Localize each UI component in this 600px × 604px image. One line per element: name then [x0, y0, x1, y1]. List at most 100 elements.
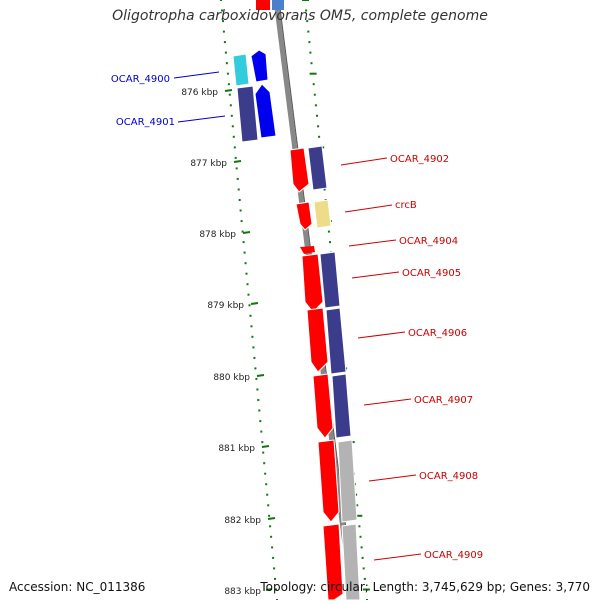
- leader-ocar-4906: [357, 331, 406, 339]
- gene-ocar-4901[interactable]: [236, 83, 277, 143]
- gene-ocar-4906[interactable]: [306, 307, 347, 375]
- gc-skew-dot: [245, 272, 248, 275]
- gc-skew-dot: [327, 230, 330, 233]
- gc-skew-dot: [318, 135, 321, 138]
- gene-crcb-red[interactable]: [295, 201, 313, 231]
- gc-skew-dot: [229, 104, 232, 107]
- gc-skew-dot: [312, 83, 315, 86]
- label-crcb[interactable]: crcB: [395, 200, 417, 211]
- label-ocar-4905[interactable]: OCAR_4905: [402, 268, 461, 279]
- gene-ocar-4905-navy[interactable]: [319, 251, 341, 309]
- gc-skew-dot: [266, 493, 269, 496]
- gene-crcb[interactable]: [295, 199, 332, 231]
- gc-skew-dot: [323, 188, 326, 191]
- label-ocar-4902[interactable]: OCAR_4902: [390, 154, 449, 165]
- gene-ocar-4909-red[interactable]: [322, 523, 344, 601]
- gc-skew-dot: [239, 209, 242, 212]
- leader-ocar-4900: [173, 71, 220, 79]
- gene-ocar-4908[interactable]: [317, 439, 358, 523]
- gene-ocar-4906-red[interactable]: [306, 307, 329, 373]
- gc-skew-dot: [230, 114, 233, 117]
- gene-ocar-4900-blue[interactable]: [250, 49, 269, 83]
- gc-skew-dot: [220, 0, 222, 1]
- gc-skew-dot: [307, 30, 310, 33]
- gene-ocar-4904-red[interactable]: [300, 246, 315, 254]
- kbp-tick-mark: [224, 89, 233, 92]
- gene-ocar-4900[interactable]: [232, 49, 269, 87]
- gene-ocar-4905[interactable]: [301, 251, 341, 313]
- gc-skew-dot: [248, 304, 251, 307]
- gc-skew-dot: [250, 325, 253, 328]
- gene-ocar-4907-red[interactable]: [312, 373, 334, 439]
- gene-ocar-4902[interactable]: [289, 145, 328, 193]
- gc-skew-dot: [256, 388, 259, 391]
- gc-skew-dot: [313, 93, 316, 96]
- gc-skew-dot: [246, 283, 249, 286]
- gc-skew-dot: [363, 577, 366, 580]
- gene-ocar-4907-navy[interactable]: [331, 373, 352, 439]
- gene-top-blue[interactable]: [272, 0, 284, 10]
- gene-ocar-4908-red[interactable]: [317, 439, 340, 523]
- gc-skew-dot: [359, 535, 362, 538]
- kbp-tick-label: 876 kbp: [181, 88, 218, 98]
- gene-ocar-4906-navy[interactable]: [325, 307, 347, 375]
- gene-crcb-yellow[interactable]: [313, 199, 332, 229]
- label-ocar-4907[interactable]: OCAR_4907: [414, 395, 473, 406]
- leader-crcb: [344, 204, 393, 213]
- label-ocar-4904[interactable]: OCAR_4904: [399, 236, 458, 247]
- gene-ocar-4901-blue[interactable]: [254, 83, 277, 139]
- kbp-tick-mark: [242, 231, 251, 234]
- gene-ocar-4905-red[interactable]: [301, 253, 324, 313]
- topology-text: Topology: circular; Length: 3,745,629 bp…: [260, 580, 590, 594]
- gc-skew-dot: [260, 430, 263, 433]
- leader-ocar-4909: [373, 553, 422, 561]
- gene-ocar-4909[interactable]: [322, 523, 361, 601]
- gene-top-red[interactable]: [256, 0, 270, 10]
- gc-skew-dot: [274, 577, 276, 580]
- kbp-tick-label: 877 kbp: [190, 159, 227, 169]
- kbp-tick-label: 880 kbp: [213, 373, 250, 383]
- gene-ocar-4902-red[interactable]: [289, 147, 310, 193]
- accession-text: Accession: NC_011386: [9, 580, 146, 594]
- kbp-tick-mark: [261, 445, 270, 448]
- gc-skew-dot: [247, 293, 250, 296]
- gene-ocar-4901-navy[interactable]: [236, 85, 259, 143]
- gc-skew-dot: [360, 546, 363, 549]
- label-ocar-4909[interactable]: OCAR_4909: [424, 550, 483, 561]
- map-title: Oligotropha carboxidovorans OM5, complet…: [112, 8, 488, 24]
- gene-ocar-4907[interactable]: [312, 373, 352, 439]
- gc-skew-dot: [234, 156, 237, 159]
- gc-skew-dot: [232, 135, 235, 138]
- gc-skew-dot: [222, 30, 225, 33]
- kbp-tick-label: 879 kbp: [207, 301, 244, 311]
- gc-skew-dot: [272, 556, 275, 559]
- gc-skew-dot: [259, 420, 262, 423]
- gc-skew-dot: [231, 125, 234, 128]
- gc-skew-dot: [329, 241, 331, 244]
- gc-skew-dot: [308, 41, 311, 44]
- gc-skew-dot: [223, 41, 226, 44]
- leader-ocar-4905: [351, 271, 400, 279]
- gene-ocar-4902-navy[interactable]: [307, 145, 328, 191]
- gene-ocar-4900-cyan[interactable]: [232, 53, 250, 87]
- gc-skew-dot: [268, 514, 271, 517]
- gc-skew-dot: [257, 399, 260, 401]
- gc-skew-dot: [224, 51, 227, 54]
- label-ocar-4900[interactable]: OCAR_4900: [111, 74, 170, 85]
- gc-skew-dot: [222, 20, 224, 23]
- gene-ocar-4908-gray[interactable]: [337, 439, 358, 523]
- kbp-tick-label: 882 kbp: [224, 516, 261, 526]
- gene-ocar-4904[interactable]: [300, 246, 315, 254]
- gc-skew-dot: [273, 567, 276, 570]
- leader-ocar-4907: [363, 398, 412, 406]
- gc-skew-dot: [264, 472, 267, 475]
- gc-skew-dot: [253, 356, 256, 359]
- label-ocar-4906[interactable]: OCAR_4906: [408, 328, 467, 339]
- gc-skew-dot: [221, 9, 223, 12]
- gene-labels: OCAR_4900 OCAR_4901 OCAR_4902 crcB OCAR_…: [111, 71, 483, 561]
- gc-skew-dot: [263, 462, 266, 465]
- leader-ocar-4901: [177, 115, 226, 123]
- label-ocar-4901[interactable]: OCAR_4901: [116, 117, 175, 128]
- label-ocar-4908[interactable]: OCAR_4908: [419, 471, 478, 482]
- gc-skew-dot: [235, 167, 238, 170]
